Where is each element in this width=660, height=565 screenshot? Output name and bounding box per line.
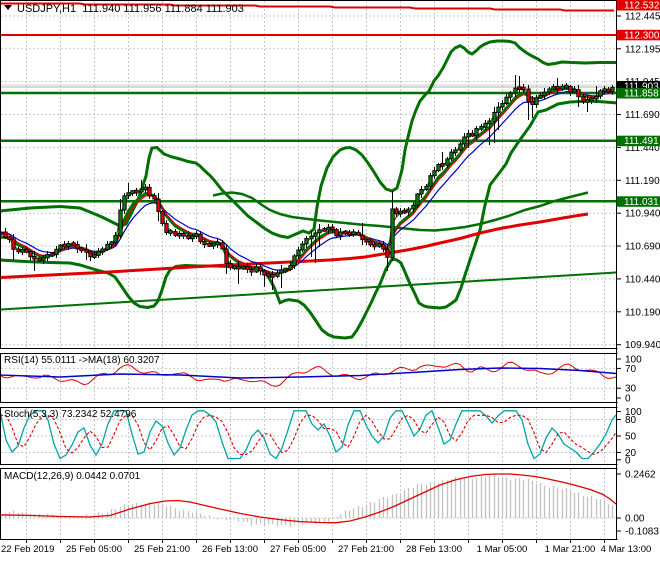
svg-text:80: 80 xyxy=(625,415,637,426)
svg-text:MACD(12,26,9) 0.0442 0.0701: MACD(12,26,9) 0.0442 0.0701 xyxy=(4,471,141,482)
svg-text:0.2462: 0.2462 xyxy=(625,470,656,481)
svg-text:1 Mar 05:00: 1 Mar 05:00 xyxy=(477,544,528,555)
svg-text:27 Feb 05:00: 27 Feb 05:00 xyxy=(270,544,326,555)
svg-text:110.690: 110.690 xyxy=(625,242,660,253)
svg-text:111.031: 111.031 xyxy=(624,197,659,208)
svg-text:109.940: 109.940 xyxy=(625,340,660,351)
svg-text:110.190: 110.190 xyxy=(625,307,660,318)
svg-text:22 Feb 2019: 22 Feb 2019 xyxy=(1,544,54,555)
svg-text:0: 0 xyxy=(625,455,631,466)
svg-text:111.858: 111.858 xyxy=(624,89,659,100)
svg-text:111.690: 111.690 xyxy=(625,110,660,121)
svg-text:110.440: 110.440 xyxy=(625,274,660,285)
svg-text:28 Feb 13:00: 28 Feb 13:00 xyxy=(406,544,462,555)
svg-text:110.940: 110.940 xyxy=(625,209,660,220)
svg-text:111.190: 111.190 xyxy=(625,176,660,187)
svg-text:70: 70 xyxy=(625,364,637,375)
svg-text:0: 0 xyxy=(625,394,631,405)
svg-text:-0.1083: -0.1083 xyxy=(625,527,659,538)
svg-text:25 Feb 05:00: 25 Feb 05:00 xyxy=(66,544,122,555)
svg-text:USDJPY,H1 111.940 111.956 111: USDJPY,H1 111.940 111.956 111.884 111.90… xyxy=(17,3,244,15)
svg-text:RSI(14) 55.0111 ->MA(18) 60.3: RSI(14) 55.0111 ->MA(18) 60.3207 xyxy=(4,355,160,366)
svg-text:112.195: 112.195 xyxy=(625,44,660,55)
svg-text:27 Feb 21:00: 27 Feb 21:00 xyxy=(338,544,394,555)
svg-text:0.00: 0.00 xyxy=(625,514,645,525)
svg-text:4 Mar 13:00: 4 Mar 13:00 xyxy=(601,544,652,555)
svg-text:112.445: 112.445 xyxy=(625,12,660,23)
svg-text:50: 50 xyxy=(625,432,637,443)
svg-text:112.532: 112.532 xyxy=(624,1,660,12)
svg-text:25 Feb 21:00: 25 Feb 21:00 xyxy=(134,544,190,555)
svg-text:111.491: 111.491 xyxy=(624,136,659,147)
svg-text:1 Mar 21:00: 1 Mar 21:00 xyxy=(545,544,596,555)
svg-text:Stoch(5,3,3) 73.2342 52.4796: Stoch(5,3,3) 73.2342 52.4796 xyxy=(4,409,137,420)
svg-text:112.300: 112.300 xyxy=(624,30,660,41)
svg-text:26 Feb 13:00: 26 Feb 13:00 xyxy=(202,544,258,555)
